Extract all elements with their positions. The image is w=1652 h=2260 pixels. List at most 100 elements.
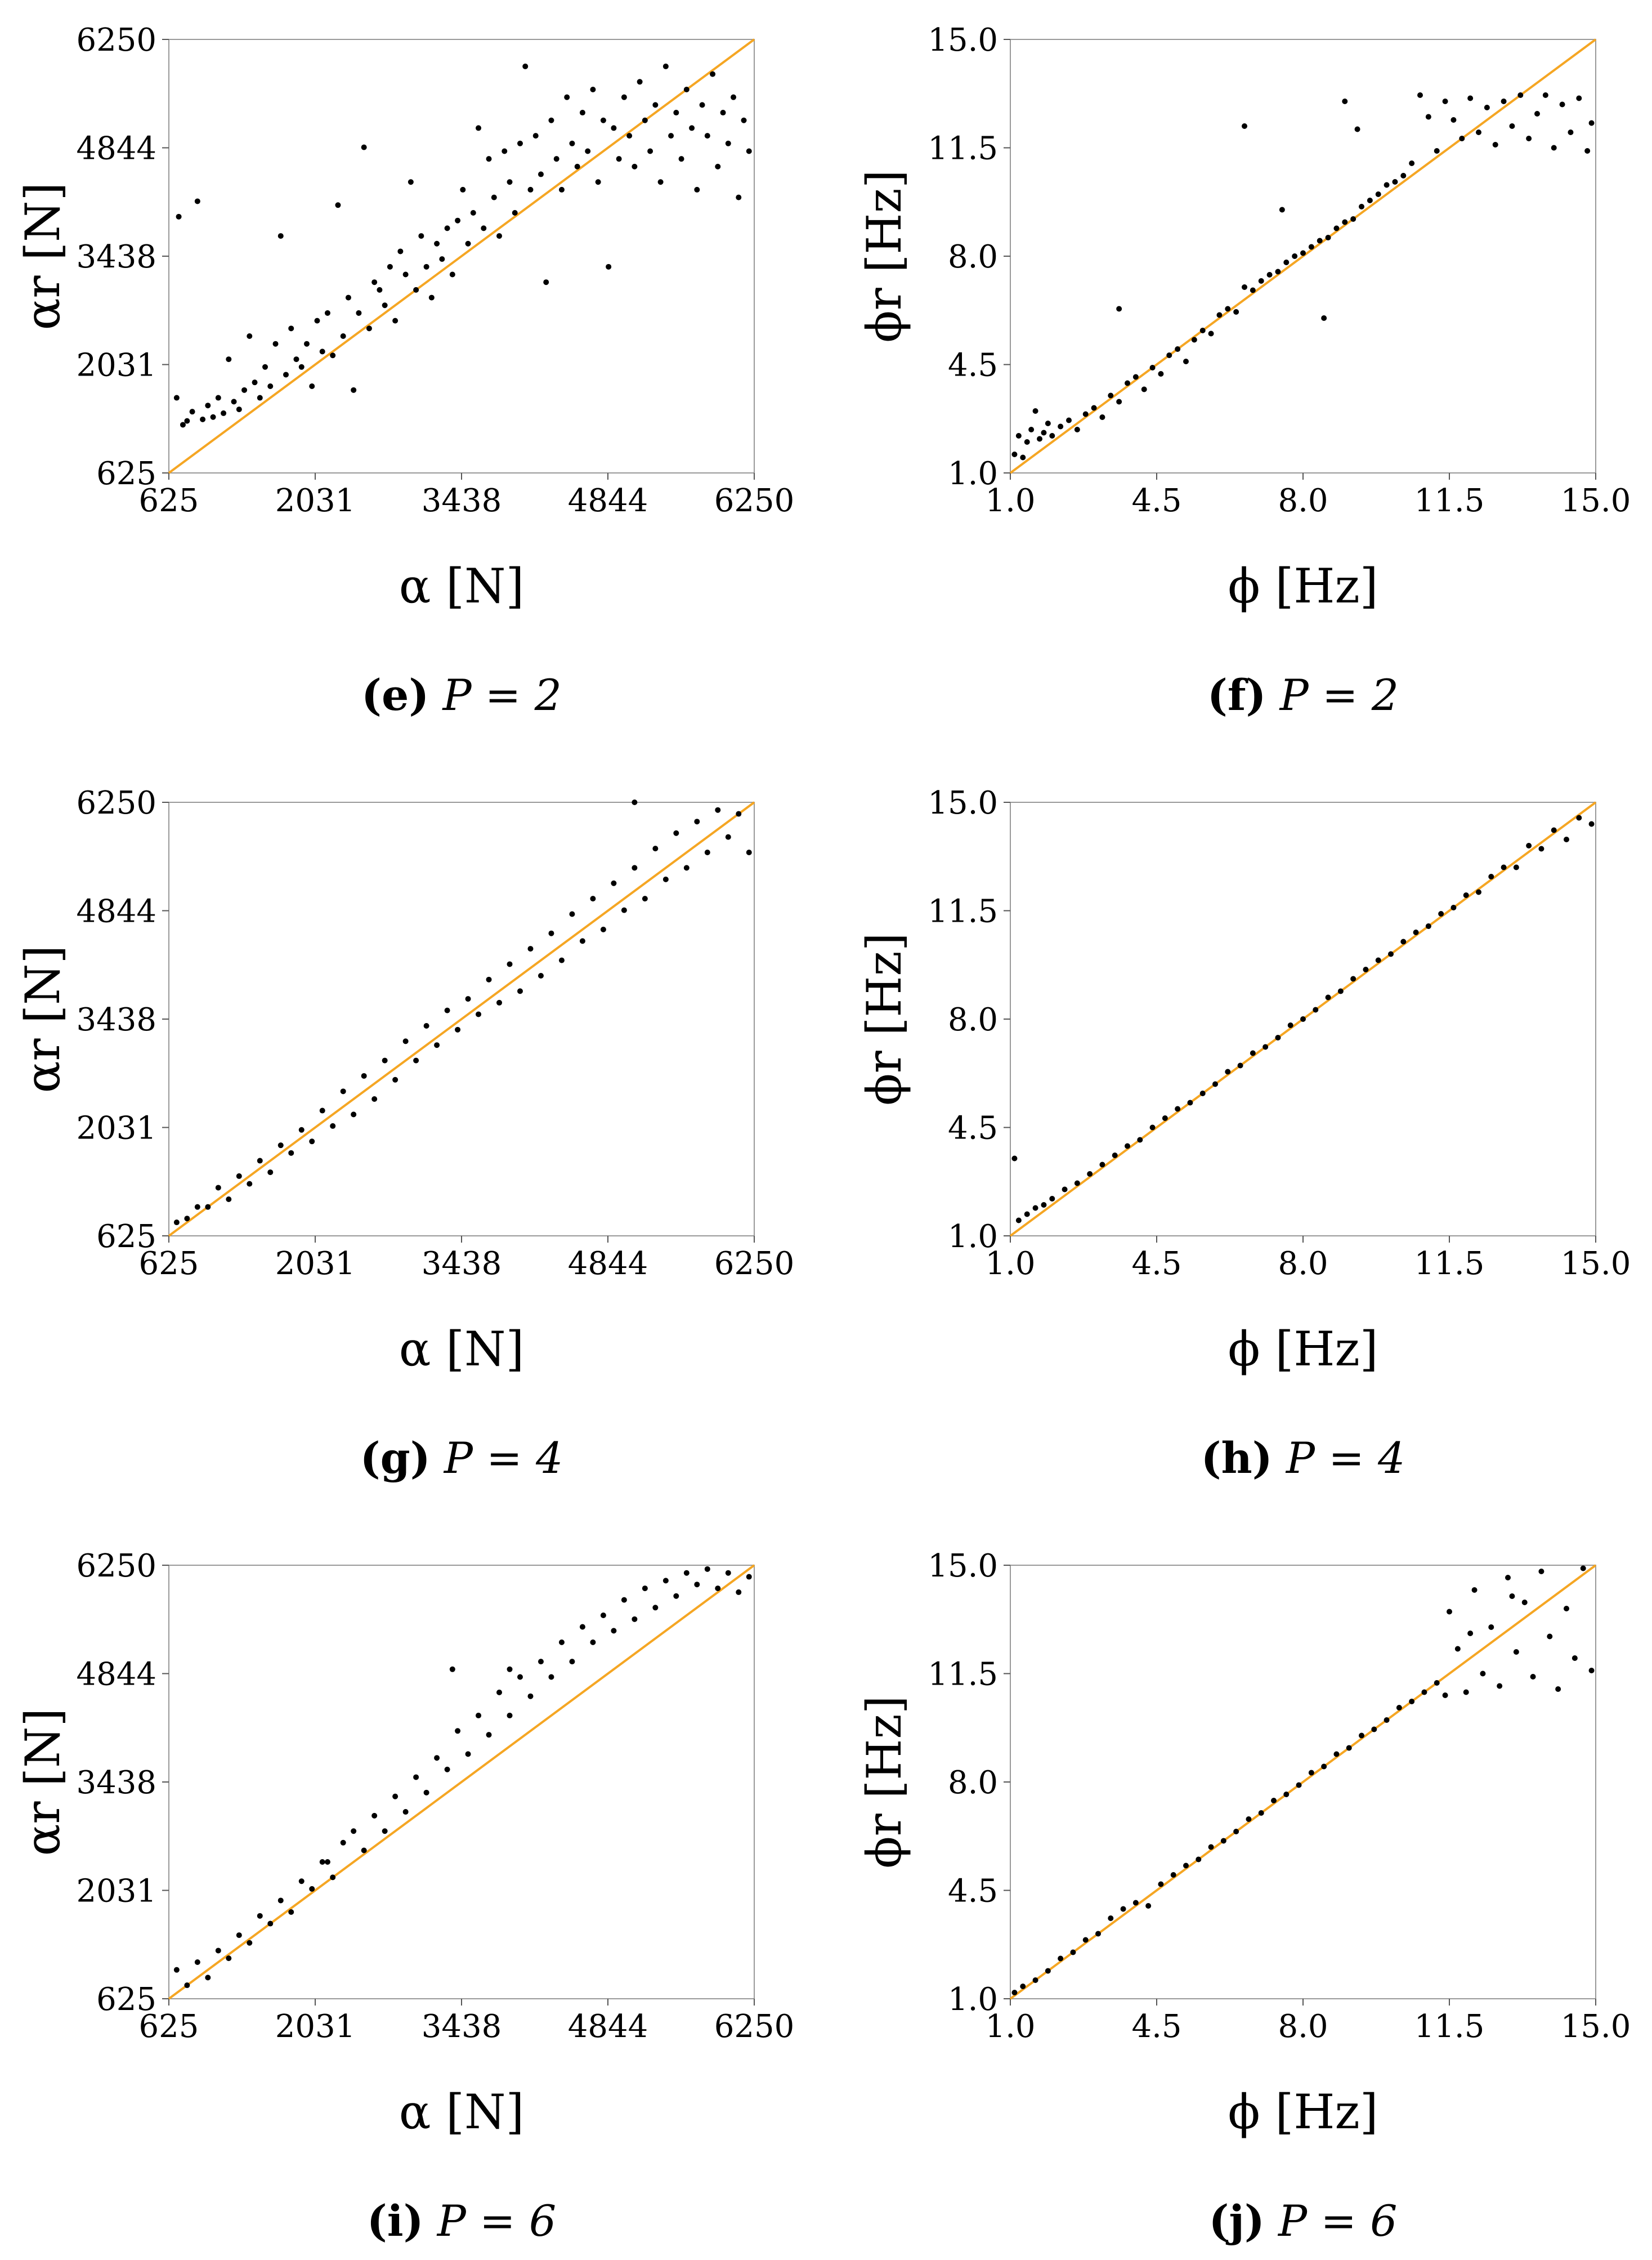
- x-axis-label: ϕ [Hz]: [1228, 559, 1378, 614]
- data-point: [184, 1216, 190, 1222]
- data-point: [1187, 1100, 1193, 1106]
- data-point: [496, 1689, 503, 1695]
- data-point: [194, 1204, 200, 1210]
- data-point: [496, 999, 503, 1006]
- data-point: [558, 1639, 565, 1645]
- data-point: [371, 1812, 378, 1819]
- data-point: [1530, 1674, 1536, 1680]
- caption-letter: (j): [1208, 2196, 1265, 2246]
- data-point: [647, 148, 653, 154]
- data-point: [1058, 423, 1064, 430]
- data-point: [257, 1913, 263, 1919]
- data-point: [184, 1982, 190, 1989]
- chart-h: 1.0 4.5 8.0 11.5 15.0 1.0 4.5 8.0 11.5 15.0 ϕ [Hz]…: [857, 785, 1631, 1377]
- data-point: [1476, 889, 1481, 895]
- data-point: [1450, 905, 1457, 910]
- x-axis-label: α [N]: [399, 1321, 524, 1377]
- data-point: [642, 117, 648, 123]
- data-point: [1049, 1196, 1055, 1202]
- chart-g: 625 2031 3438 4844 6250 625 2031 3438 4844 6250 α …: [15, 785, 794, 1377]
- data-point: [1074, 427, 1080, 432]
- data-point: [298, 1127, 305, 1133]
- data-point: [1049, 433, 1055, 439]
- data-point: [538, 973, 544, 979]
- data-point: [491, 194, 497, 200]
- data-point: [319, 1107, 325, 1114]
- x-tick-label: 8.0: [1278, 2008, 1328, 2045]
- data-point: [579, 110, 585, 116]
- data-point: [1509, 123, 1515, 129]
- y-tick-label: 15.0: [928, 785, 998, 821]
- data-point: [1070, 1949, 1076, 1955]
- data-point: [1271, 1798, 1277, 1803]
- data-point: [272, 341, 279, 347]
- data-point: [1296, 1782, 1302, 1788]
- x-tick-label: 625: [139, 483, 199, 519]
- data-point: [1459, 136, 1465, 141]
- data-point: [1132, 1900, 1139, 1906]
- panel-h: 1.0 4.5 8.0 11.5 15.0 1.0 4.5 8.0 11.5 15.0 ϕ [Hz]…: [841, 763, 1652, 1497]
- data-point: [1225, 306, 1231, 312]
- y-tick-label: 6250: [76, 1548, 156, 1584]
- data-point: [1262, 1044, 1269, 1050]
- data-point: [319, 349, 325, 355]
- data-point: [1413, 930, 1419, 935]
- data-point: [247, 1181, 253, 1187]
- data-point: [1333, 225, 1340, 231]
- data-point: [652, 846, 659, 852]
- data-point: [1266, 272, 1273, 278]
- data-point: [1258, 1810, 1264, 1816]
- data-point: [1242, 123, 1247, 129]
- y-tick-label: 1.0: [948, 455, 998, 492]
- data-point: [1317, 238, 1323, 244]
- data-point: [1024, 1211, 1030, 1217]
- data-point: [330, 1874, 336, 1881]
- data-point: [1467, 1631, 1474, 1636]
- data-point: [1032, 408, 1038, 414]
- data-point: [683, 1570, 690, 1576]
- data-point: [553, 156, 559, 162]
- data-point: [626, 133, 633, 139]
- data-point: [558, 186, 565, 193]
- data-point: [455, 217, 461, 224]
- panel-j: 1.0 4.5 8.0 11.5 15.0 1.0 4.5 8.0 11.5 15.0 ϕ [Hz]…: [841, 1526, 1652, 2260]
- data-point: [1283, 1792, 1290, 1797]
- data-point: [683, 865, 690, 871]
- data-point: [652, 1605, 659, 1611]
- x-tick-label: 15.0: [1561, 483, 1631, 519]
- data-point: [371, 1096, 378, 1102]
- data-point: [1279, 207, 1285, 213]
- data-point: [715, 163, 721, 169]
- data-point: [642, 1585, 648, 1592]
- data-point: [1342, 99, 1348, 104]
- data-point: [460, 186, 466, 193]
- data-point: [632, 163, 638, 169]
- data-point: [1454, 1646, 1461, 1652]
- data-point: [1337, 988, 1344, 994]
- data-point: [377, 287, 383, 293]
- chart-i: 625 2031 3438 4844 6250 625 2031 3438 4844 6250 α …: [15, 1548, 794, 2140]
- data-point: [1555, 1686, 1561, 1692]
- data-point: [247, 333, 253, 340]
- data-point: [236, 1932, 242, 1939]
- panel-caption: (f) P = 2: [1010, 670, 1596, 720]
- data-point: [1564, 1606, 1569, 1611]
- data-point: [1388, 951, 1394, 957]
- data-point: [1350, 216, 1356, 222]
- data-point: [616, 156, 622, 162]
- data-point: [574, 163, 580, 169]
- data-point: [496, 233, 503, 239]
- data-point: [481, 225, 487, 231]
- data-point: [548, 1674, 554, 1680]
- data-point: [180, 422, 186, 428]
- x-tick-label: 4.5: [1131, 2008, 1181, 2045]
- data-point: [1216, 312, 1223, 318]
- data-point: [1434, 1680, 1440, 1686]
- x-tick-label: 1.0: [985, 483, 1035, 519]
- data-point: [1471, 1587, 1478, 1593]
- data-point: [741, 117, 747, 123]
- y-tick-label: 3438: [76, 1002, 156, 1038]
- reference-line: [168, 1564, 755, 2000]
- data-point: [1275, 1035, 1281, 1040]
- data-point: [288, 1150, 294, 1156]
